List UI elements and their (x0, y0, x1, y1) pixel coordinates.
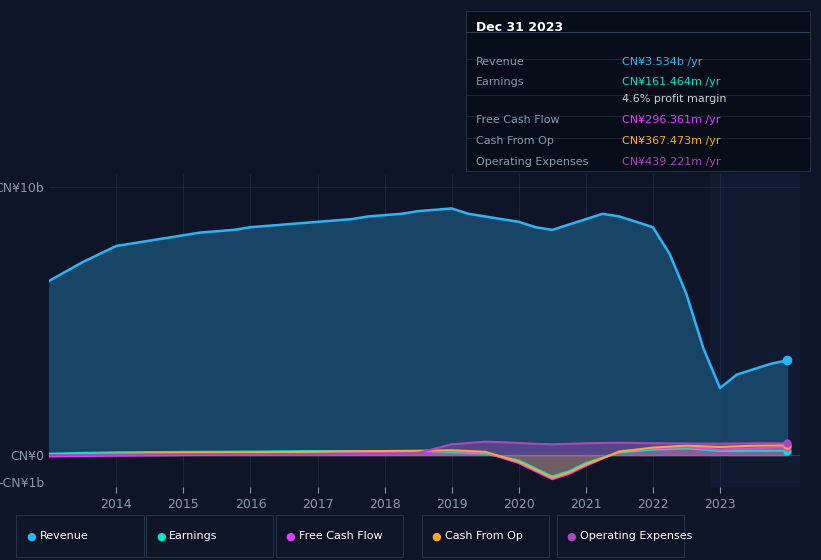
Text: Free Cash Flow: Free Cash Flow (299, 531, 383, 541)
Text: Cash From Op: Cash From Op (445, 531, 523, 541)
Text: ●: ● (286, 531, 296, 541)
Text: ●: ● (26, 531, 36, 541)
Text: ●: ● (432, 531, 442, 541)
Bar (710, 174, 800, 487)
Text: Operating Expenses: Operating Expenses (476, 157, 589, 167)
Text: Cash From Op: Cash From Op (476, 136, 554, 146)
Text: CN¥296.361m /yr: CN¥296.361m /yr (622, 115, 721, 125)
Text: 4.6% profit margin: 4.6% profit margin (622, 94, 727, 104)
Text: Earnings: Earnings (169, 531, 218, 541)
Text: Revenue: Revenue (39, 531, 88, 541)
Text: Revenue: Revenue (476, 57, 525, 67)
Text: ●: ● (156, 531, 166, 541)
Text: Dec 31 2023: Dec 31 2023 (476, 21, 563, 34)
Text: CN¥161.464m /yr: CN¥161.464m /yr (622, 77, 721, 87)
Text: Earnings: Earnings (476, 77, 525, 87)
Text: CN¥439.221m /yr: CN¥439.221m /yr (622, 157, 721, 167)
Text: Free Cash Flow: Free Cash Flow (476, 115, 560, 125)
Text: CN¥367.473m /yr: CN¥367.473m /yr (622, 136, 721, 146)
Text: ●: ● (566, 531, 576, 541)
Text: Operating Expenses: Operating Expenses (580, 531, 692, 541)
Text: CN¥3.534b /yr: CN¥3.534b /yr (622, 57, 703, 67)
